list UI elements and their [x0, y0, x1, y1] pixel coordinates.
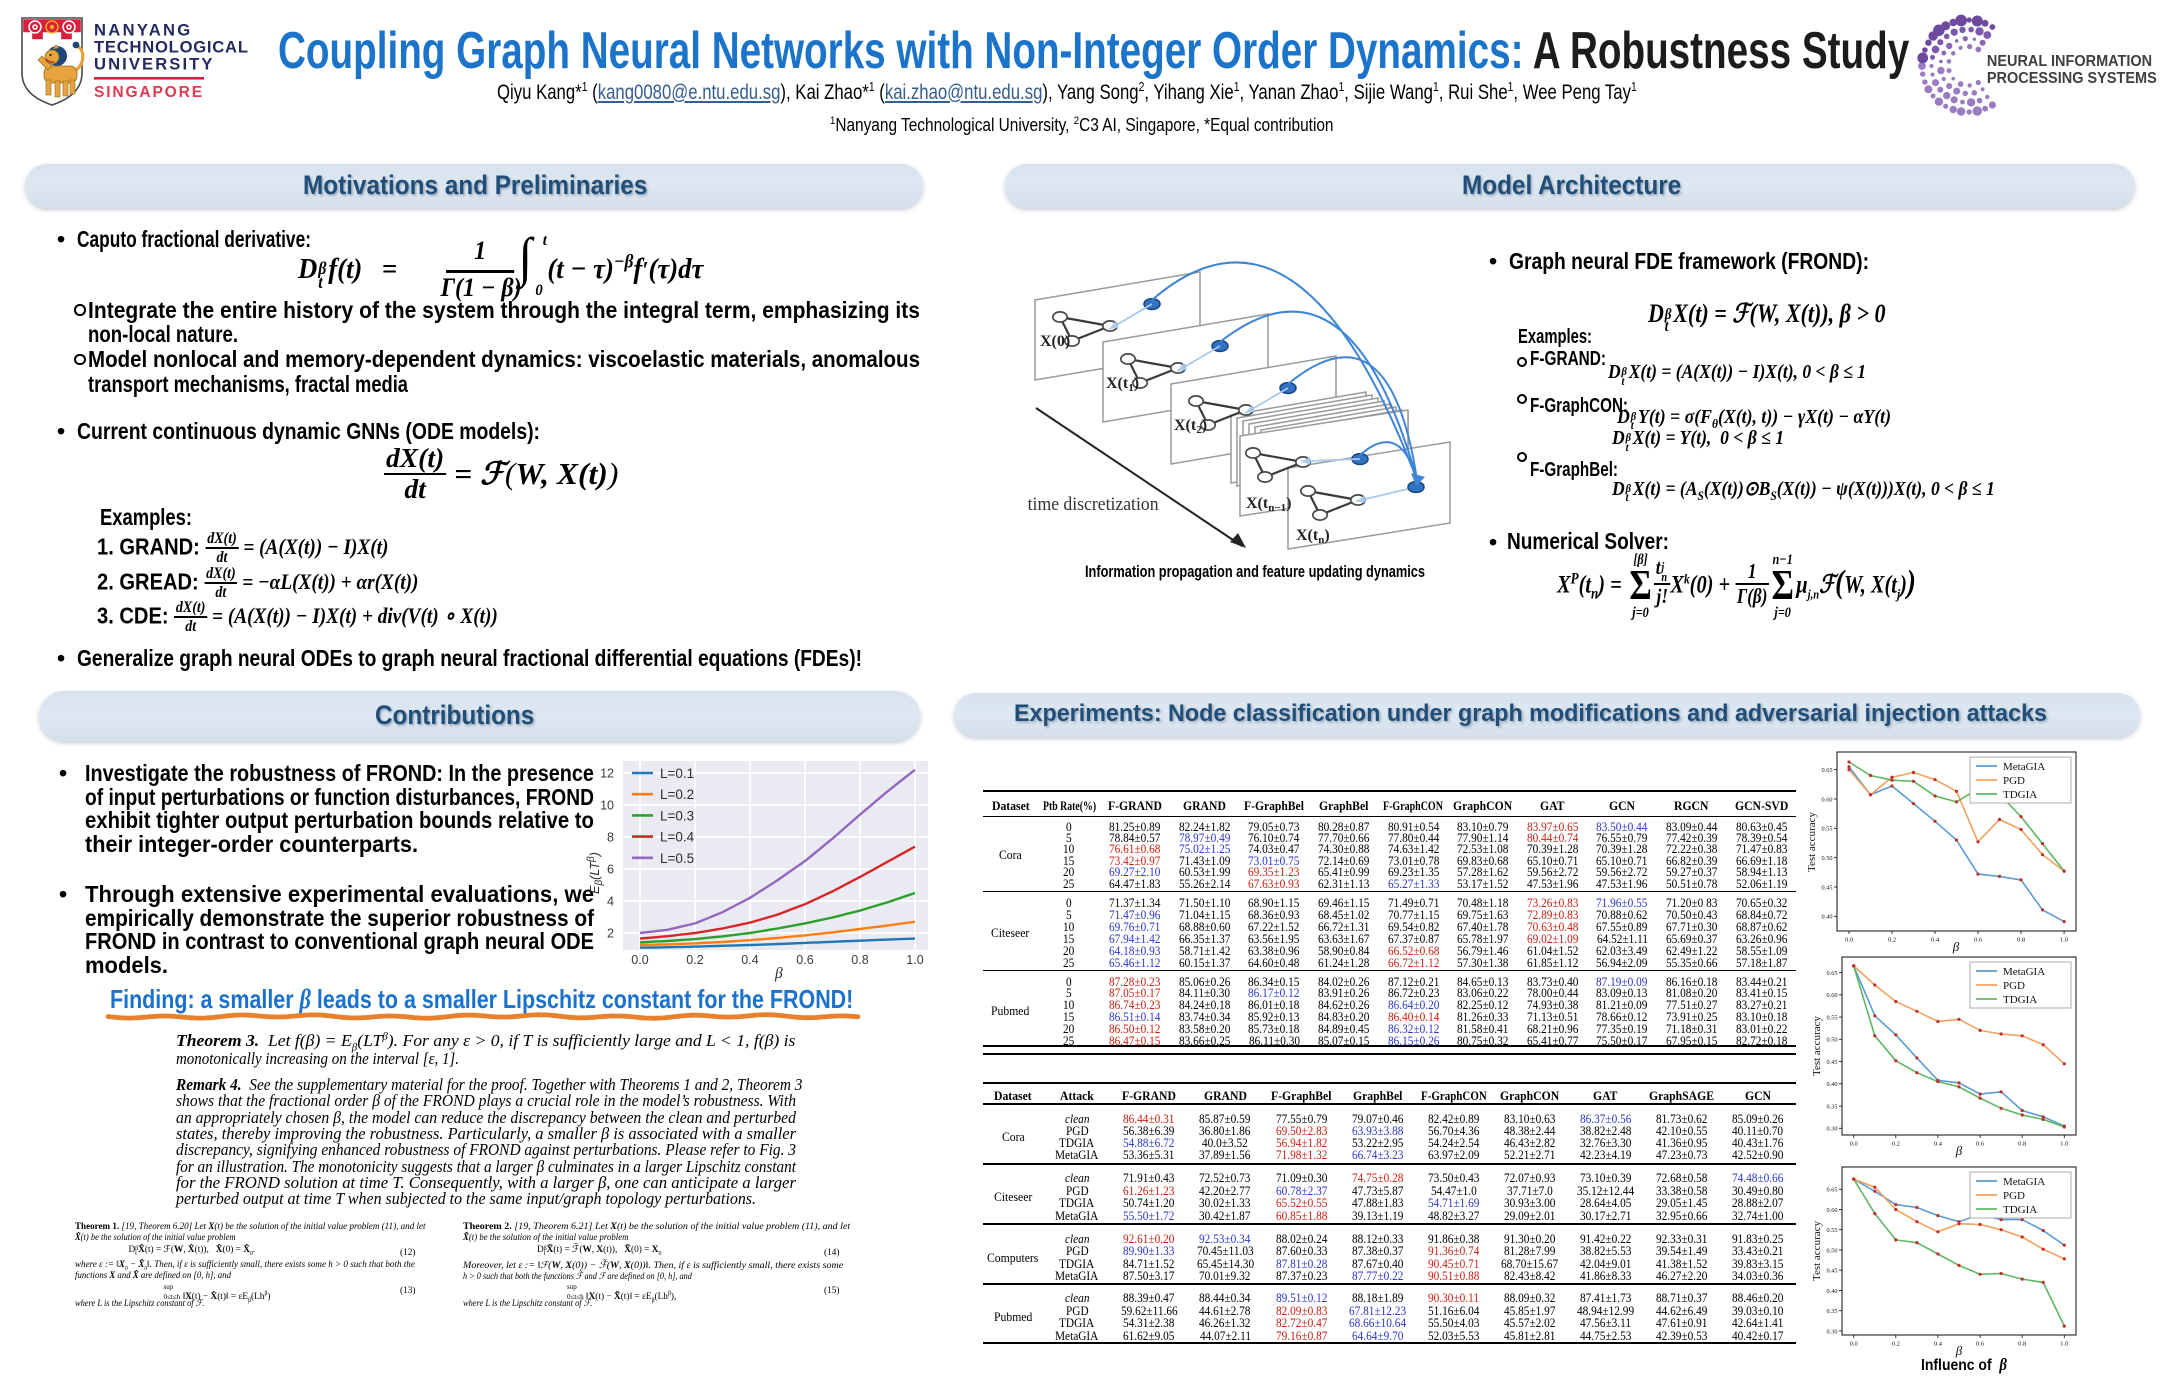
svg-text:X(0): X(0) [1040, 333, 1070, 350]
svg-text:0.2: 0.2 [1888, 937, 1896, 944]
svg-text:0.35: 0.35 [1826, 1103, 1837, 1110]
svg-text:L=0.5: L=0.5 [660, 851, 694, 866]
svg-text:Test accuracy: Test accuracy [1806, 812, 1818, 872]
svg-text:4: 4 [607, 895, 614, 909]
svg-text:1.0: 1.0 [2060, 1141, 2068, 1148]
svg-text:0.30: 0.30 [1826, 1126, 1837, 1133]
svg-text:0.60: 0.60 [1826, 992, 1837, 999]
svg-text:0.8: 0.8 [851, 953, 868, 967]
svg-text:0.45: 0.45 [1821, 884, 1832, 891]
svg-text:0.4: 0.4 [1934, 1141, 1943, 1148]
svg-text:0.40: 0.40 [1821, 914, 1832, 921]
svg-text:12: 12 [600, 767, 614, 781]
svg-text:1.0: 1.0 [2060, 1341, 2068, 1348]
svg-text:2: 2 [607, 927, 614, 941]
svg-text:0.4: 0.4 [741, 953, 758, 967]
svg-text:0.45: 0.45 [1826, 1059, 1837, 1066]
svg-text:β: β [1955, 1143, 1963, 1158]
svg-text:0.0: 0.0 [1850, 1141, 1858, 1148]
svg-text:SINGAPORE: SINGAPORE [94, 84, 205, 101]
svg-text:0.4: 0.4 [1931, 937, 1940, 944]
svg-text:TDGIA: TDGIA [2003, 994, 2037, 1006]
svg-text:TECHNOLOGICAL: TECHNOLOGICAL [94, 38, 248, 57]
svg-text:0.65: 0.65 [1826, 1187, 1837, 1194]
svg-text:β: β [1955, 1343, 1963, 1358]
svg-text:0.40: 0.40 [1826, 1288, 1837, 1295]
svg-text:0.35: 0.35 [1826, 1308, 1837, 1315]
svg-text:1.0: 1.0 [2060, 937, 2068, 944]
svg-text:1.0: 1.0 [906, 953, 923, 967]
svg-text:MetaGIA: MetaGIA [2003, 966, 2045, 978]
svg-text:L=0.3: L=0.3 [660, 808, 694, 823]
svg-text:0.55: 0.55 [1821, 826, 1832, 833]
svg-text:0.60: 0.60 [1821, 796, 1832, 803]
svg-text:0.30: 0.30 [1826, 1328, 1837, 1335]
svg-text:Test accuracy: Test accuracy [1811, 1221, 1823, 1281]
svg-text:0.45: 0.45 [1826, 1268, 1837, 1275]
svg-text:PGD: PGD [2003, 775, 2025, 787]
svg-text:10: 10 [600, 799, 614, 813]
svg-text:0.2: 0.2 [1892, 1341, 1900, 1348]
svg-text:0.6: 0.6 [1976, 1141, 1985, 1148]
svg-text:UNIVERSITY: UNIVERSITY [94, 55, 215, 74]
svg-text:MetaGIA: MetaGIA [2003, 761, 2045, 773]
svg-text:MetaGIA: MetaGIA [2003, 1176, 2045, 1188]
svg-text:0.50: 0.50 [1821, 855, 1832, 862]
svg-text:time discretization: time discretization [1028, 493, 1159, 514]
svg-text:Test accuracy: Test accuracy [1811, 1016, 1823, 1076]
svg-text:0.8: 0.8 [2017, 937, 2025, 944]
svg-text:0.50: 0.50 [1826, 1037, 1837, 1044]
svg-text:L=0.4: L=0.4 [660, 830, 695, 845]
svg-text:0.55: 0.55 [1826, 1227, 1837, 1234]
svg-text:NANYANG: NANYANG [94, 21, 192, 40]
svg-text:0.40: 0.40 [1826, 1081, 1837, 1088]
svg-text:L=0.1: L=0.1 [660, 766, 694, 781]
svg-text:6: 6 [607, 863, 614, 877]
svg-text:0.0: 0.0 [1850, 1341, 1858, 1348]
svg-text:0.6: 0.6 [796, 953, 813, 967]
svg-text:0.4: 0.4 [1934, 1341, 1943, 1348]
svg-text:0.55: 0.55 [1826, 1014, 1837, 1021]
svg-text:0.2: 0.2 [1892, 1141, 1900, 1148]
svg-text:PROCESSING SYSTEMS: PROCESSING SYSTEMS [1987, 70, 2157, 88]
svg-text:0.8: 0.8 [2018, 1141, 2026, 1148]
svg-text:0.6: 0.6 [1976, 1341, 1985, 1348]
svg-text:0.65: 0.65 [1821, 767, 1832, 774]
svg-text:L=0.2: L=0.2 [660, 787, 694, 802]
svg-text:NEURAL INFORMATION: NEURAL INFORMATION [1987, 53, 2152, 71]
svg-text:PGD: PGD [2003, 1190, 2025, 1202]
svg-text:0.60: 0.60 [1826, 1207, 1837, 1214]
svg-text:0.0: 0.0 [1845, 937, 1853, 944]
svg-text:0.65: 0.65 [1826, 970, 1837, 977]
svg-text:β: β [774, 965, 783, 982]
svg-text:8: 8 [607, 831, 614, 845]
svg-text:PGD: PGD [2003, 980, 2025, 992]
svg-text:0.8: 0.8 [2018, 1341, 2026, 1348]
svg-text:0.0: 0.0 [631, 953, 648, 967]
svg-text:TDGIA: TDGIA [2003, 1204, 2037, 1216]
svg-text:0.50: 0.50 [1826, 1247, 1837, 1254]
svg-text:β: β [1952, 939, 1960, 954]
svg-text:0.2: 0.2 [686, 953, 703, 967]
svg-text:TDGIA: TDGIA [2003, 789, 2037, 801]
svg-text:0.6: 0.6 [1974, 937, 1983, 944]
